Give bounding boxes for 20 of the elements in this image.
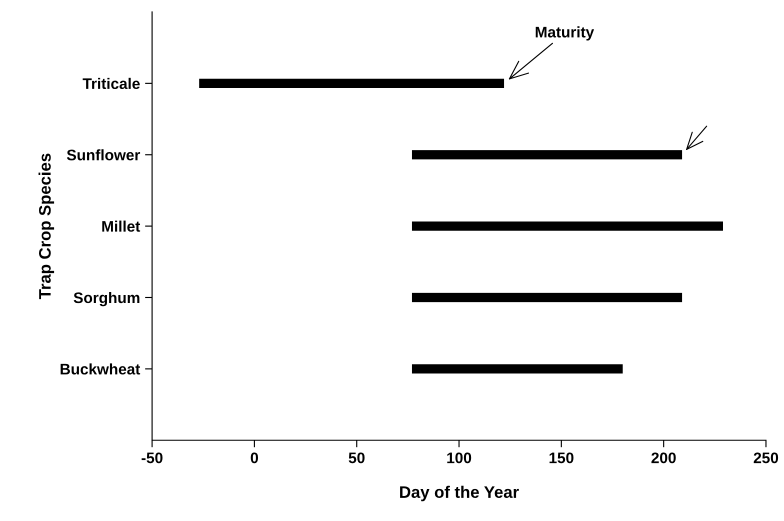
y-tick-label: Triticale (82, 78, 140, 90)
x-tick-label: 200 (651, 452, 676, 464)
x-tick-label: 250 (754, 452, 778, 464)
bar (412, 150, 682, 160)
bar (412, 364, 623, 374)
y-tick-label: Sorghum (74, 292, 140, 306)
y-axis-title: Trap Crop Species (38, 154, 54, 300)
bar (412, 292, 682, 302)
y-tick-label: Buckwheat (60, 363, 140, 375)
y-tick-label: Millet (102, 220, 140, 232)
x-tick-label: 50 (348, 452, 365, 464)
annotation: Maturity (536, 26, 594, 41)
x-axis-title: Day of the Year (400, 486, 519, 502)
x-tick-label: -50 (142, 452, 163, 464)
bar (412, 221, 723, 231)
x-tick-label: 100 (447, 452, 472, 464)
y-tick-label: Sunflower (66, 149, 140, 160)
x-tick-label: 0 (250, 452, 258, 464)
x-tick-label: 150 (550, 452, 574, 464)
bar (199, 78, 504, 88)
